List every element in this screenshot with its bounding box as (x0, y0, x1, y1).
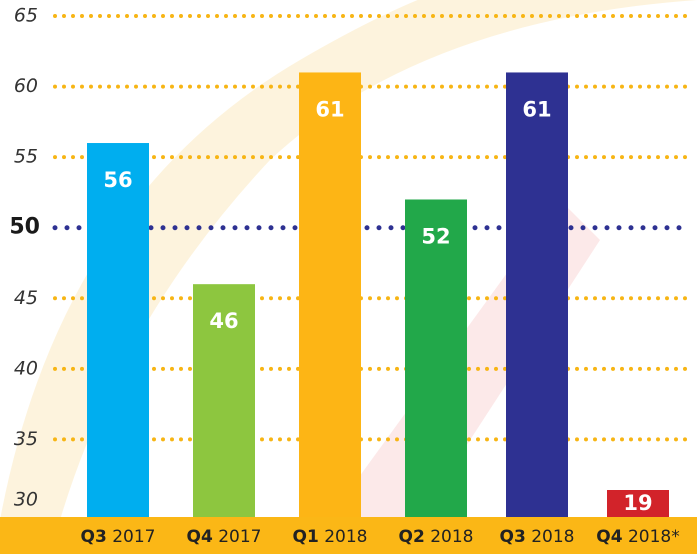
year: 2017 (107, 527, 156, 547)
category-band (0, 517, 697, 554)
quarter: Q4 (187, 527, 213, 547)
x-tick-label: Q4 2018* (596, 527, 679, 547)
year: 2018* (623, 527, 680, 547)
value-label: 46 (209, 309, 238, 333)
year: 2018 (526, 527, 575, 547)
quarter: Q3 (81, 527, 107, 547)
quarter: Q1 (293, 527, 319, 547)
bar (193, 284, 255, 517)
value-label: 61 (522, 97, 551, 121)
y-tick-label: 35 (14, 428, 38, 450)
value-label: 61 (315, 97, 344, 121)
value-label: 52 (421, 224, 450, 248)
year: 2017 (213, 527, 262, 547)
quarter: Q3 (500, 527, 526, 547)
year: 2018 (319, 527, 368, 547)
x-tick-label: Q4 2017 (187, 527, 262, 547)
bar (87, 143, 149, 517)
value-label: 19 (623, 491, 652, 515)
y-tick-label: 50 (9, 215, 40, 240)
year: 2018 (425, 527, 474, 547)
bar (299, 72, 361, 517)
x-tick-label: Q3 2017 (81, 527, 156, 547)
x-tick-label: Q2 2018 (399, 527, 474, 547)
bar (607, 490, 669, 517)
value-label: 56 (103, 168, 132, 192)
x-tick-label: Q1 2018 (293, 527, 368, 547)
y-tick-label: 55 (14, 146, 38, 168)
quarter: Q2 (399, 527, 425, 547)
y-tick-label: 65 (14, 5, 38, 27)
y-tick-label: 30 (14, 489, 38, 511)
y-tick-label: 45 (14, 287, 38, 309)
bar (405, 199, 467, 517)
x-tick-label: Q3 2018 (500, 527, 575, 547)
bar (506, 72, 568, 517)
y-tick-label: 40 (14, 357, 38, 379)
y-tick-label: 60 (14, 75, 38, 97)
quarter: Q4 (596, 527, 622, 547)
